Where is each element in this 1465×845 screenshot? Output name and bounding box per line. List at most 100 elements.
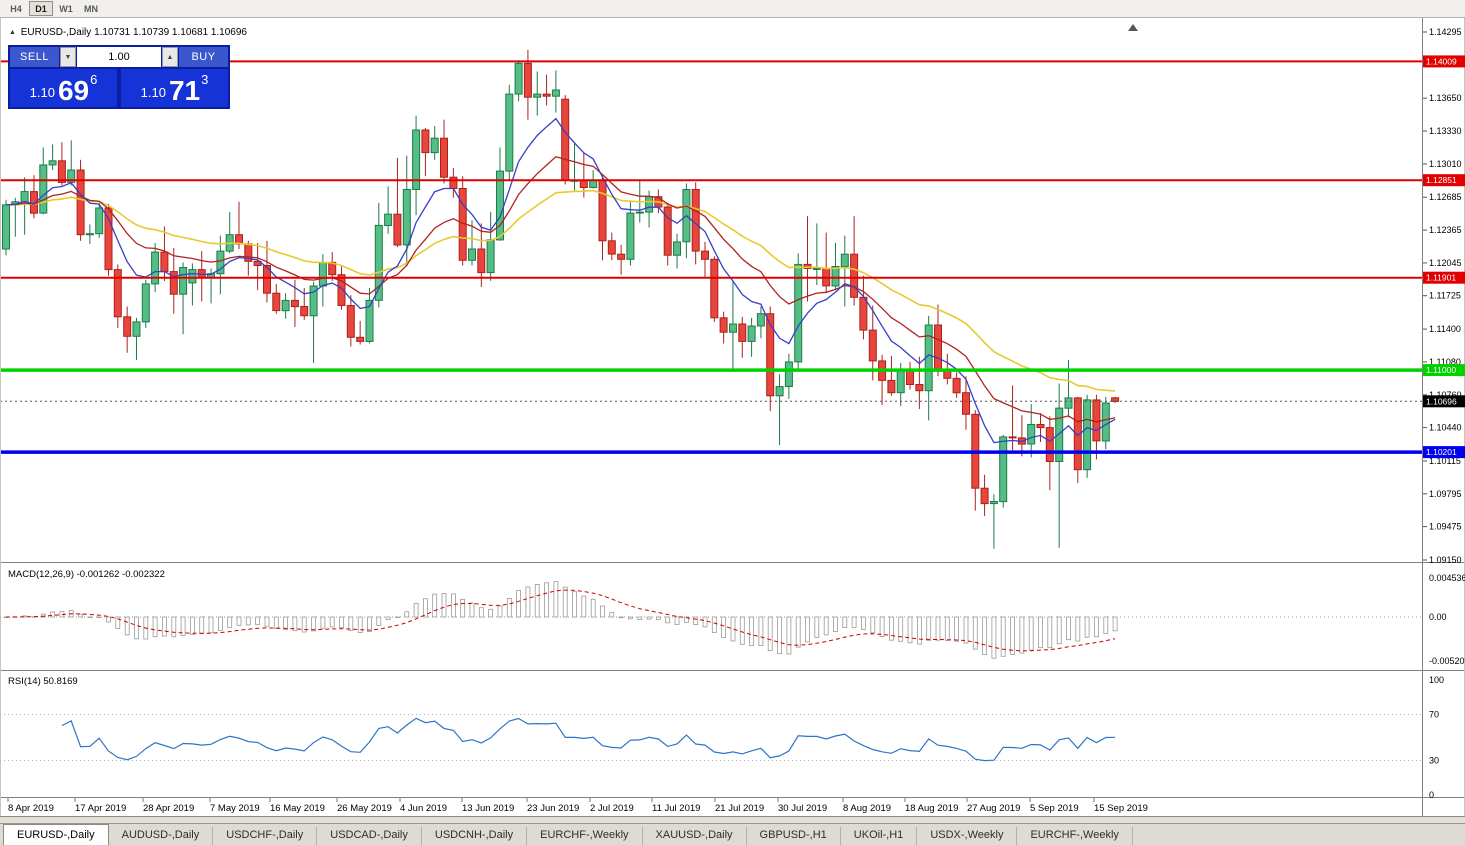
svg-text:2 Jul 2019: 2 Jul 2019 [590,803,634,814]
timeframe-button-d1[interactable]: D1 [29,1,53,16]
rsi-line [61,717,1116,762]
spin-up-icon: ▲ [166,53,174,61]
svg-text:8 Aug 2019: 8 Aug 2019 [843,803,891,814]
svg-text:1.09475: 1.09475 [1429,522,1462,532]
chart-tab-audusd-daily[interactable]: AUDUSD-,Daily [109,827,214,845]
spin-down-icon: ▼ [64,53,72,61]
trade-panel-prices: 1.10 69 6 1.10 71 3 [10,69,228,107]
axis-label-1.11000 [1423,364,1465,377]
price-chart[interactable]: 1.14295 1.13650 1.13330 1.13010 1.12685 1.123… [0,18,1465,823]
timeframe-button-mn[interactable]: MN [84,3,98,14]
svg-text:1.12045: 1.12045 [1429,258,1462,268]
timeframe-toolbar: H4 D1 W1 MN [0,0,1465,18]
axis-label-1.12851 [1423,174,1465,187]
chart-title: ▲ EURUSD-,Daily 1.10731 1.10739 1.10681 … [9,27,247,38]
chart-tab-gbpusd-h1[interactable]: GBPUSD-,H1 [747,827,841,845]
chart-window[interactable]: 1.14295 1.13650 1.13330 1.13010 1.12685 1.123… [0,18,1465,823]
macd-signal-line [6,589,1116,652]
svg-text:1.11901: 1.11901 [1426,273,1456,283]
svg-text:17 Apr 2019: 17 Apr 2019 [75,803,126,814]
svg-text:1.11080: 1.11080 [1429,357,1461,367]
chart-tab-eurchf-weekly[interactable]: EURCHF-,Weekly [527,827,643,845]
svg-text:1.10760: 1.10760 [1429,390,1462,400]
volume-up-button[interactable]: ▲ [162,47,178,67]
svg-text:1.14295: 1.14295 [1429,27,1462,37]
chart-shift-marker-icon[interactable] [1128,24,1138,31]
buy-price-display[interactable]: 1.10 71 3 [121,69,228,107]
sell-price-main: 69 [57,74,90,106]
buy-price-prefix: 1.10 [140,85,166,100]
chart-tab-xauusd-daily[interactable]: XAUUSD-,Daily [643,827,747,845]
svg-text:1.13650: 1.13650 [1429,93,1462,103]
axis-label-1.14009 [1423,55,1465,68]
svg-text:1.12851: 1.12851 [1426,175,1457,185]
timeframe-button-h4[interactable]: H4 [10,3,22,14]
svg-text:4 Jun 2019: 4 Jun 2019 [400,803,447,814]
sell-button[interactable]: SELL [10,47,59,67]
svg-text:8 Apr 2019: 8 Apr 2019 [8,803,54,814]
chart-tab-eurchf-weekly[interactable]: EURCHF-,Weekly [1017,827,1133,845]
svg-text:1.10696: 1.10696 [1426,396,1457,406]
chart-symbol-period: EURUSD-,Daily [20,27,92,38]
svg-text:1.11400: 1.11400 [1429,324,1461,334]
svg-text:5 Sep 2019: 5 Sep 2019 [1030,803,1079,814]
svg-text:1.13010: 1.13010 [1429,159,1462,169]
buy-button[interactable]: BUY [179,47,228,67]
svg-text:27 Aug 2019: 27 Aug 2019 [967,803,1020,814]
svg-text:1.10440: 1.10440 [1429,423,1462,433]
svg-text:RSI(14) 50.8169: RSI(14) 50.8169 [8,676,78,687]
svg-text:1.11000: 1.11000 [1426,365,1456,375]
svg-text:100: 100 [1429,675,1444,685]
svg-text:21 Jul 2019: 21 Jul 2019 [715,803,764,814]
chart-background [0,18,1465,823]
svg-text:-0.005205: -0.005205 [1429,656,1465,666]
svg-text:1.13330: 1.13330 [1429,126,1462,136]
svg-text:30: 30 [1429,756,1439,766]
svg-text:1.10115: 1.10115 [1429,456,1461,466]
svg-text:16 May 2019: 16 May 2019 [270,803,325,814]
svg-text:1.12365: 1.12365 [1429,225,1462,235]
timeframe-buttons: H4 D1 W1 MN [4,1,104,16]
svg-text:0.00: 0.00 [1429,612,1447,622]
sell-price-display[interactable]: 1.10 69 6 [10,69,117,107]
svg-text:30 Jul 2019: 30 Jul 2019 [778,803,827,814]
svg-text:70: 70 [1429,710,1439,720]
chart-marker-icon: ▲ [9,29,16,36]
svg-text:11 Jul 2019: 11 Jul 2019 [652,803,700,814]
chart-tab-ukoil-h1[interactable]: UKOil-,H1 [841,827,918,845]
buy-price-main: 71 [168,74,201,106]
svg-text:1.12685: 1.12685 [1429,192,1462,202]
axis-label-1.11901 [1423,271,1465,284]
svg-text:0.004536: 0.004536 [1429,573,1465,583]
trade-panel-controls: SELL ▼ 1.00 ▲ BUY [10,47,228,67]
axis-label-1.10201 [1423,446,1465,459]
axis-label-current-price [1423,395,1465,408]
svg-text:15 Sep 2019: 15 Sep 2019 [1094,803,1148,814]
svg-text:0: 0 [1429,790,1434,800]
chart-ohlc-values: 1.10731 1.10739 1.10681 1.10696 [94,27,247,38]
svg-text:1.14009: 1.14009 [1426,56,1457,66]
candles-layer [2,50,1120,549]
svg-text:18 Aug 2019: 18 Aug 2019 [905,803,958,814]
chart-tab-usdchf-daily[interactable]: USDCHF-,Daily [213,827,318,845]
chart-tab-usdx-weekly[interactable]: USDX-,Weekly [917,827,1018,845]
sell-price-sup: 6 [90,72,98,87]
chart-tab-usdcnh-daily[interactable]: USDCNH-,Daily [422,827,528,845]
svg-text:7 May 2019: 7 May 2019 [210,803,260,814]
buy-price-sup: 3 [201,72,209,87]
svg-text:1.11725: 1.11725 [1429,291,1461,301]
chart-tab-eurusd-daily[interactable]: EURUSD-,Daily [3,824,109,845]
ma-8-line [5,117,1116,444]
chart-tabs-bar: EURUSD-,Daily AUDUSD-,Daily USDCHF-,Daily U… [0,823,1465,845]
chart-tab-usdcad-daily[interactable]: USDCAD-,Daily [317,827,422,845]
ma-17-line [5,155,1116,423]
svg-text:1.10201: 1.10201 [1426,447,1457,457]
svg-text:28 Apr 2019: 28 Apr 2019 [143,803,194,814]
svg-text:26 May 2019: 26 May 2019 [337,803,392,814]
timeframe-button-w1[interactable]: W1 [59,3,73,14]
volume-input[interactable]: 1.00 [77,47,161,67]
volume-down-button[interactable]: ▼ [60,47,76,67]
one-click-trading-panel: SELL ▼ 1.00 ▲ BUY 1.10 69 6 1.10 71 3 [8,45,230,109]
ma-34-line [5,189,1116,392]
svg-text:13 Jun 2019: 13 Jun 2019 [462,803,514,814]
